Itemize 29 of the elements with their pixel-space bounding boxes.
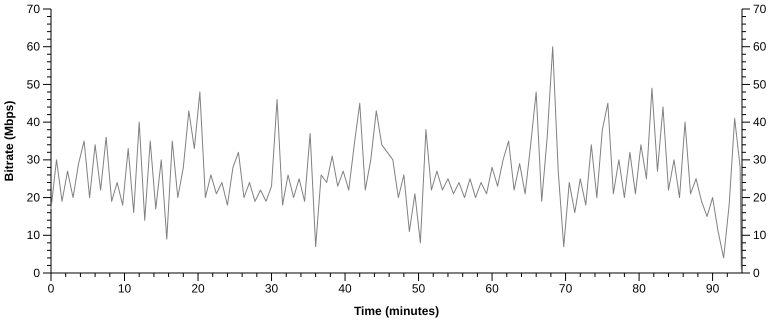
line-series (50, 46, 742, 270)
y2-tick-label: 50 (753, 77, 767, 92)
y-tick-label: 30 (26, 152, 40, 167)
x-tick-label: 50 (412, 282, 426, 296)
y-tick-label: 70 (26, 2, 40, 16)
y-tick-label: 40 (26, 114, 40, 129)
x-tick-label: 30 (264, 282, 279, 296)
x-axis-title: Time (minutes) (354, 304, 440, 318)
y-tick-label: 60 (26, 40, 40, 54)
y2-tick-label: 30 (753, 152, 767, 167)
x-tick-label: 40 (338, 282, 352, 296)
y2-tick-label: 20 (753, 190, 767, 204)
y2-tick-label: 70 (753, 2, 767, 16)
y2-tick-label: 40 (753, 114, 767, 129)
x-tick-label: 90 (706, 282, 720, 296)
y2-tick-label: 60 (753, 40, 767, 54)
y2-tick-label: 0 (753, 266, 760, 280)
y-tick-label: 0 (33, 266, 40, 280)
x-tick-label: 80 (632, 282, 646, 296)
x-tick-label: 10 (118, 282, 132, 296)
y-tick-label: 50 (26, 77, 40, 92)
y-axis-title: Bitrate (Mbps) (2, 100, 16, 182)
y-tick-label: 10 (26, 228, 40, 242)
x-tick-label: 0 (48, 282, 55, 296)
x-tick-label: 20 (191, 282, 206, 296)
x-tick-label: 70 (558, 282, 573, 296)
x-tick-label: 60 (485, 282, 500, 296)
y2-tick-label: 10 (753, 228, 767, 242)
y-tick-label: 20 (26, 190, 40, 204)
